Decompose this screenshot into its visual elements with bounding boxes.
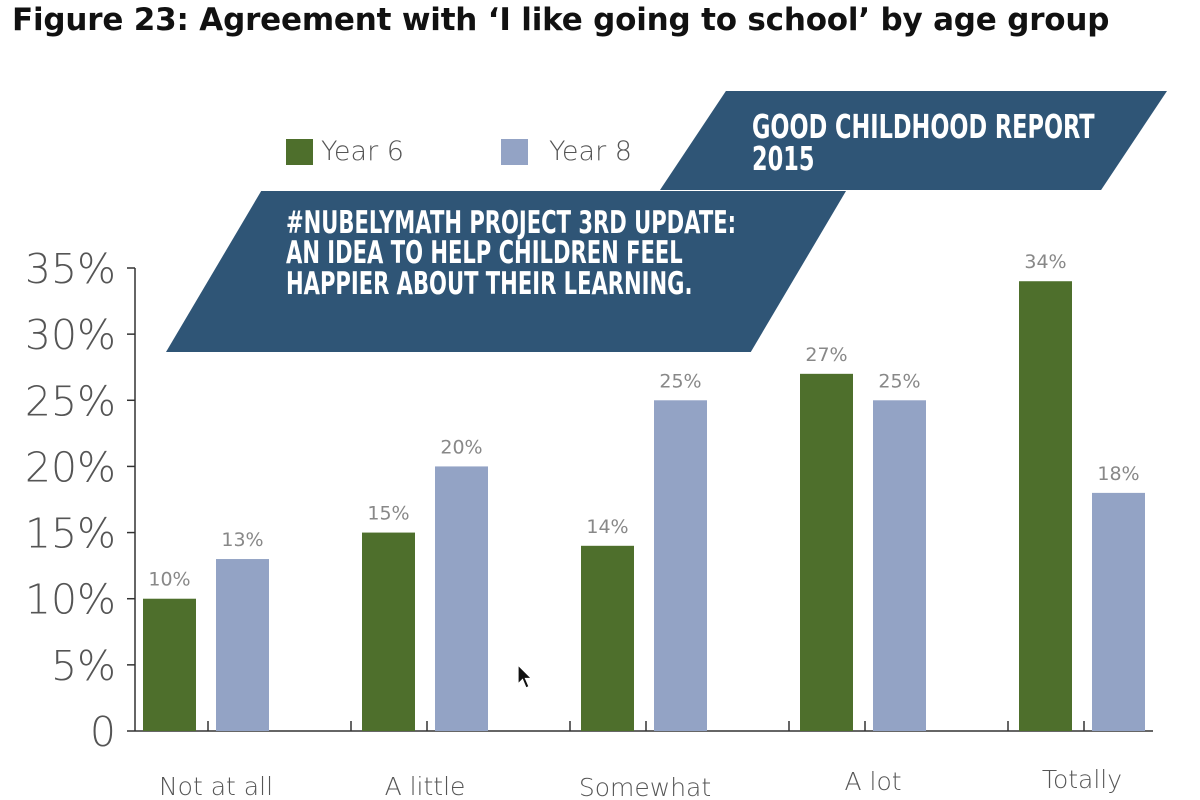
x-tick-label: Not at all — [159, 772, 273, 800]
y-tick-label: 25% — [25, 377, 116, 425]
data-label: 27% — [805, 344, 847, 366]
y-tick-label: 10% — [25, 576, 116, 624]
legend-label: Year 6 — [321, 136, 404, 167]
bar-year6 — [143, 598, 196, 731]
y-tick-label: 5% — [51, 642, 116, 690]
project-banner-text: #NUBELYMATH PROJECT 3RD UPDATE: AN IDEA … — [286, 205, 737, 302]
data-label: 10% — [148, 569, 190, 591]
data-label: 25% — [659, 370, 701, 392]
data-label: 18% — [1097, 463, 1139, 485]
data-label: 14% — [586, 516, 628, 538]
bar-year8 — [873, 400, 926, 731]
data-label: 13% — [221, 529, 263, 551]
data-label: 25% — [878, 370, 920, 392]
data-label: 15% — [367, 503, 409, 525]
legend-swatch — [501, 139, 528, 165]
data-label: 20% — [440, 436, 482, 458]
data-label: 34% — [1024, 251, 1066, 273]
project-banner: #NUBELYMATH PROJECT 3RD UPDATE: AN IDEA … — [166, 191, 846, 352]
bar-year8 — [216, 559, 269, 731]
y-tick-label: 0 — [90, 708, 116, 756]
x-tick-label: Somewhat — [579, 773, 711, 800]
x-tick-label: Totally — [1042, 765, 1122, 794]
bar-year8 — [1092, 492, 1145, 731]
bar-year8 — [435, 466, 488, 731]
x-tick-label: A little — [385, 772, 466, 800]
y-tick-label: 30% — [25, 311, 116, 359]
bar-year6 — [581, 545, 634, 731]
legend-swatch — [286, 139, 313, 165]
bar-year6 — [800, 373, 853, 731]
mouse-cursor-icon — [517, 663, 533, 695]
report-banner-text: GOOD CHILDHOOD REPORT 2015 — [752, 107, 1095, 179]
x-tick-label: A lot — [844, 767, 901, 796]
y-tick-label: 20% — [25, 443, 116, 491]
report-banner: GOOD CHILDHOOD REPORT 2015 — [660, 91, 1167, 190]
bar-year6 — [362, 532, 415, 731]
y-tick-label: 35% — [25, 245, 116, 293]
y-tick-label: 15% — [25, 510, 116, 558]
figure-title: Figure 23: Agreement with ‘I like going … — [12, 2, 1110, 38]
bar-year8 — [654, 400, 707, 731]
legend-label: Year 8 — [549, 136, 632, 167]
bar-year6 — [1019, 281, 1072, 731]
